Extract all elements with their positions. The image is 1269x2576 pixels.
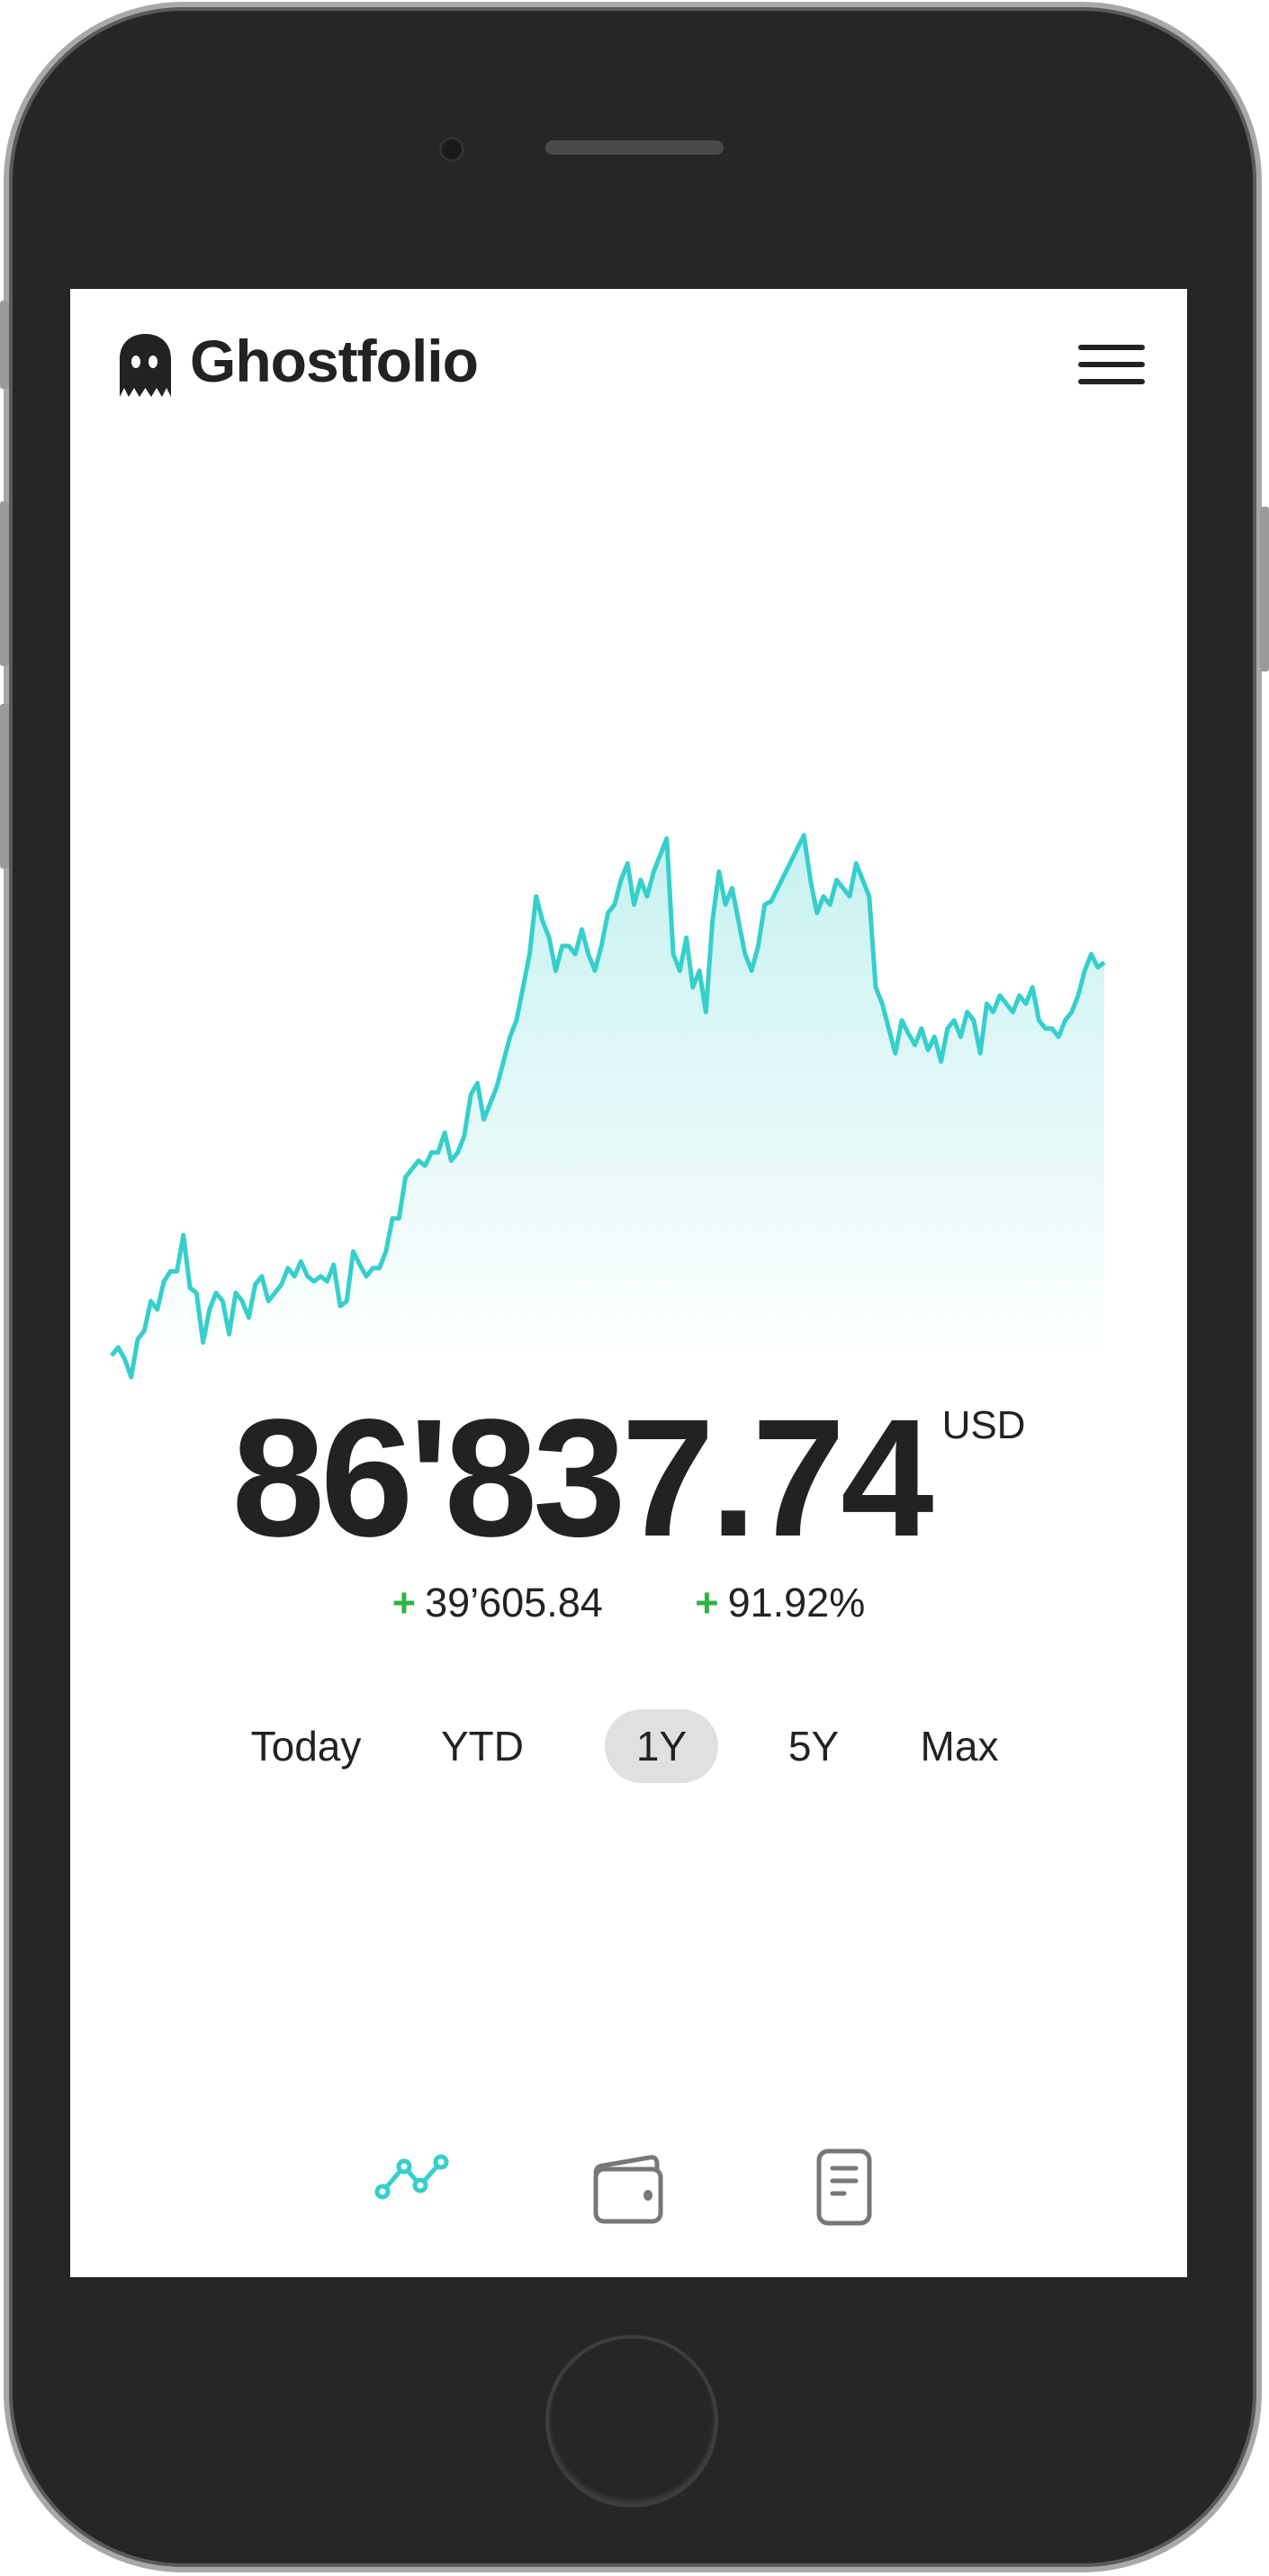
total-value-row: 86'837.74 USD xyxy=(70,1385,1187,1572)
app-screen: Ghostfolio 86'837.74 USD +39’605.84 +91.… xyxy=(70,289,1187,2277)
document-icon[interactable] xyxy=(804,2147,885,2228)
app-title[interactable]: Ghostfolio xyxy=(190,328,479,394)
absolute-change-value: 39’605.84 xyxy=(425,1580,603,1626)
chart-area-fill xyxy=(112,835,1104,1377)
currency-label: USD xyxy=(941,1403,1026,1447)
timeframe-ytd[interactable]: YTD xyxy=(441,1723,524,1770)
analytics-chart-icon[interactable] xyxy=(372,2147,453,2228)
timeframe-1y[interactable]: 1Y xyxy=(605,1709,718,1783)
change-row: +39’605.84 +91.92% xyxy=(70,1580,1187,1626)
silent-switch xyxy=(0,301,9,389)
plus-sign: + xyxy=(392,1580,417,1626)
home-button[interactable] xyxy=(545,2335,718,2508)
power-button xyxy=(1260,507,1269,671)
ghost-icon xyxy=(120,334,171,397)
timeframe-today[interactable]: Today xyxy=(250,1723,362,1770)
total-value: 86'837.74 xyxy=(231,1385,934,1572)
hamburger-menu-icon[interactable] xyxy=(1078,345,1145,384)
volume-down-button xyxy=(0,704,9,869)
timeframe-max[interactable]: Max xyxy=(920,1723,999,1770)
speaker-grille xyxy=(545,140,724,155)
plus-sign: + xyxy=(695,1580,719,1626)
chart-series-line xyxy=(110,833,1106,1380)
performance-chart xyxy=(110,833,1106,1380)
absolute-change: +39’605.84 xyxy=(392,1580,603,1626)
volume-up-button xyxy=(0,501,9,666)
relative-change-value: 91.92% xyxy=(727,1580,866,1626)
wallet-icon[interactable] xyxy=(587,2147,668,2228)
front-camera xyxy=(439,137,464,162)
relative-change: +91.92% xyxy=(695,1580,865,1626)
timeframe-5y[interactable]: 5Y xyxy=(788,1723,840,1770)
